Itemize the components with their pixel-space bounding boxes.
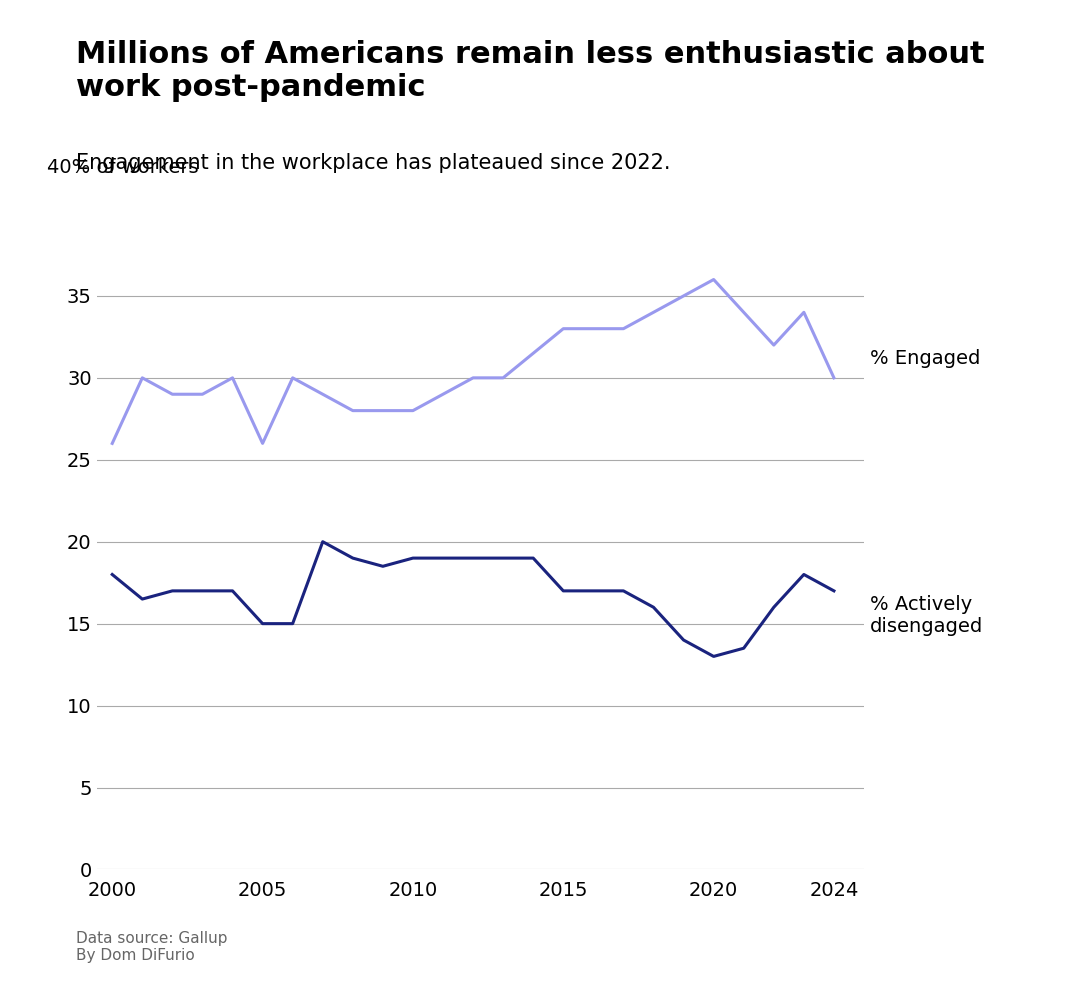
Text: % Actively
disengaged: % Actively disengaged (870, 595, 983, 636)
Text: Data source: Gallup
By Dom DiFurio: Data source: Gallup By Dom DiFurio (76, 931, 227, 963)
Text: % Engaged: % Engaged (870, 349, 981, 368)
Text: Millions of Americans remain less enthusiastic about
work post-pandemic: Millions of Americans remain less enthus… (76, 40, 984, 102)
Text: Engagement in the workplace has plateaued since 2022.: Engagement in the workplace has plateaue… (76, 153, 670, 173)
Text: 40% of workers: 40% of workers (48, 158, 199, 178)
